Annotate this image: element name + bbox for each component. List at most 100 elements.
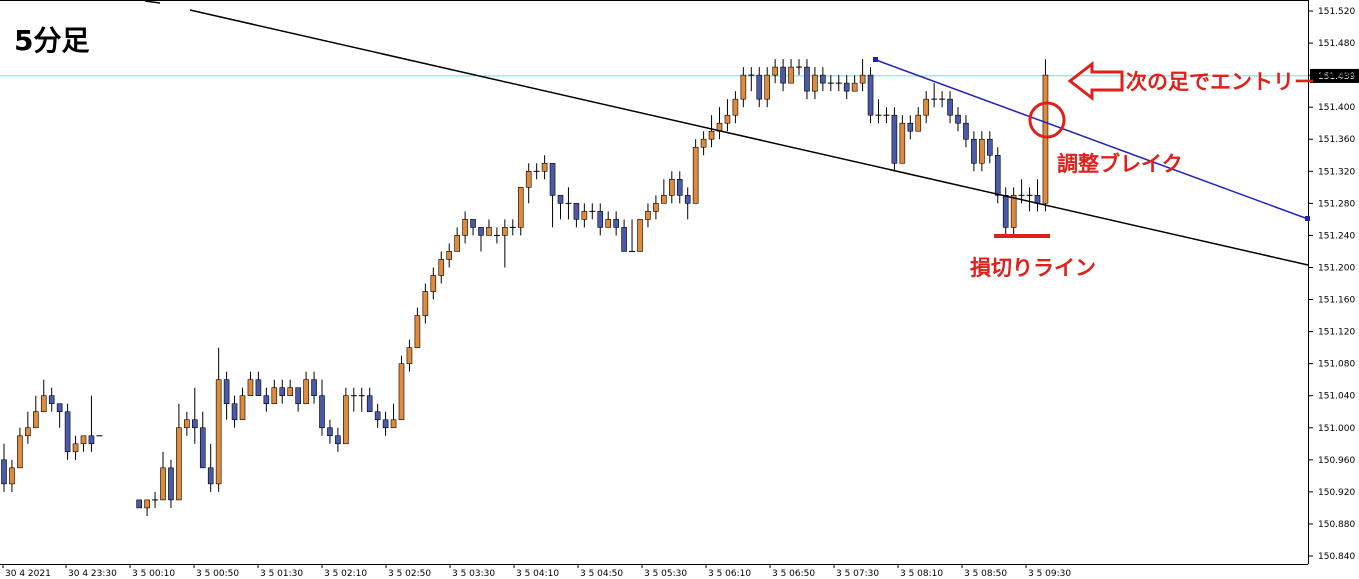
candle-body	[64, 411, 71, 453]
current-price-label: 151.439	[1318, 72, 1355, 82]
candle	[64, 403, 71, 460]
y-tick-label: 151.320	[1318, 167, 1355, 177]
candle	[17, 427, 23, 469]
candle-body	[438, 259, 445, 276]
candle-body	[136, 499, 142, 509]
candle-body	[32, 411, 39, 429]
candle-body	[303, 379, 309, 405]
candle	[327, 419, 333, 444]
candle-body	[907, 122, 914, 132]
candle-body	[971, 138, 977, 164]
candle	[661, 179, 667, 204]
y-tick-label: 151.240	[1318, 231, 1355, 241]
y-axis-ticks: 151.520 151.480 151.440 151.400 151.360 151.3…	[1308, 7, 1355, 562]
candle-body	[613, 219, 619, 228]
candle-body	[311, 379, 317, 397]
y-tick-label: 151.040	[1318, 392, 1355, 402]
candle	[939, 91, 946, 108]
candle-body	[668, 179, 675, 196]
candle-body	[645, 211, 651, 220]
candle	[72, 435, 79, 460]
candle-body	[17, 435, 23, 469]
candle	[223, 371, 230, 420]
candle	[176, 403, 182, 501]
candle-body	[486, 227, 492, 236]
candle-body	[557, 195, 564, 204]
candle-body	[955, 114, 961, 124]
candle-body	[637, 219, 643, 252]
candle	[1010, 187, 1017, 236]
candle	[470, 219, 476, 236]
candle	[517, 187, 524, 236]
candle	[192, 387, 198, 444]
candle	[1, 443, 7, 492]
break-circle-marker	[1028, 101, 1066, 139]
candle	[931, 83, 938, 108]
x-tick-label: 3 5 01:30	[260, 569, 303, 579]
candle	[756, 67, 763, 108]
candle-body	[192, 419, 198, 429]
y-tick-label: 151.440	[1318, 71, 1355, 81]
candle	[454, 227, 460, 252]
x-tick-label: 3 5 08:50	[964, 569, 1007, 579]
candle-body	[430, 275, 437, 292]
x-tick-label: 3 5 04:50	[580, 569, 623, 579]
candle-body	[915, 114, 922, 132]
candle-body	[184, 419, 190, 429]
x-tick-label: 30 4 23:30	[68, 569, 117, 579]
candle	[573, 203, 580, 228]
candle-body	[1, 459, 7, 485]
candle-body	[56, 403, 63, 413]
current-price-line: 151.439	[0, 68, 1359, 83]
candle	[486, 219, 492, 236]
candle	[430, 267, 437, 300]
candle-body	[692, 146, 699, 204]
candle-body	[1042, 74, 1049, 204]
candle	[533, 163, 540, 180]
candle	[605, 211, 612, 228]
candle-body	[502, 227, 508, 236]
candle-body	[478, 227, 484, 236]
candle-body	[525, 170, 532, 188]
candle	[263, 387, 270, 412]
candle	[287, 379, 294, 397]
candle	[493, 227, 500, 244]
candle	[923, 91, 930, 124]
candle-body	[812, 74, 818, 92]
candle-body	[986, 138, 993, 156]
entry-arrow-icon	[1067, 60, 1124, 102]
y-tick-label: 150.960	[1318, 456, 1355, 466]
y-tick-label: 151.360	[1318, 135, 1355, 145]
candle	[502, 219, 508, 268]
candle-body	[676, 179, 683, 196]
candle	[883, 107, 890, 124]
candle	[963, 115, 969, 148]
candle-body	[207, 467, 214, 485]
stop-loss-annotation: 損切りライン	[970, 256, 1096, 280]
candle-body	[867, 74, 874, 116]
candle-body	[994, 154, 1001, 196]
y-tick-label: 151.520	[1318, 7, 1355, 17]
candle-body	[700, 138, 707, 148]
candle	[899, 115, 906, 164]
candle-body	[772, 66, 778, 76]
candle-body	[708, 130, 715, 140]
candle-body	[653, 203, 659, 212]
candle	[748, 67, 755, 92]
candle	[740, 67, 747, 108]
candle-body	[80, 435, 87, 445]
candle-body	[541, 162, 548, 172]
candle	[9, 459, 15, 492]
candle	[350, 387, 357, 412]
candle	[40, 379, 47, 413]
candle-body	[947, 98, 953, 116]
candle-body	[756, 74, 763, 100]
candle	[986, 131, 993, 164]
channel-line-anchor-start	[873, 57, 878, 62]
candle-body	[271, 387, 278, 405]
candle	[406, 339, 413, 372]
candle-body	[295, 387, 301, 405]
candle	[971, 131, 977, 172]
x-tick-label: 3 5 00:10	[132, 569, 175, 579]
support-trend-line	[189, 9, 1309, 266]
